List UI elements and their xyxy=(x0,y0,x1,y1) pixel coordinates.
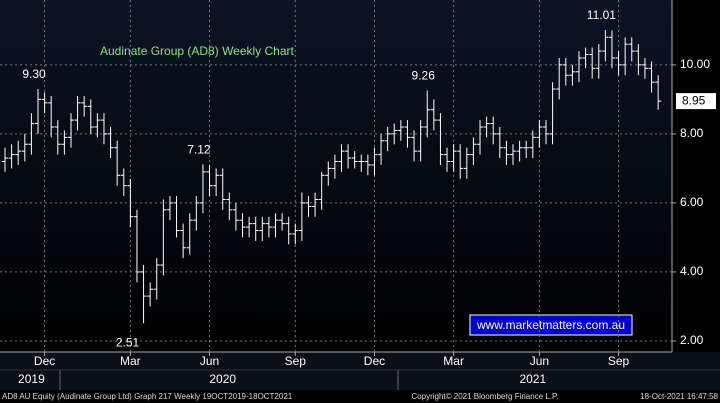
footer-center: Copyright© 2021 Bloomberg Finance L.P. xyxy=(411,392,558,401)
x-tick-label: Dec xyxy=(364,354,385,368)
footer-right: 18-Oct-2021 16:47:58 xyxy=(640,392,718,401)
y-tick-label: 6.00 xyxy=(680,195,704,209)
last-price-box xyxy=(676,93,716,110)
annotation: 2.51 xyxy=(116,336,140,350)
annotation: 9.26 xyxy=(412,69,436,83)
watermark: www.marketmatters.com.au xyxy=(476,318,625,332)
x-tick-label: Sep xyxy=(285,354,307,368)
x-axis-area xyxy=(0,352,720,390)
watermark-box xyxy=(469,314,633,336)
year-label: 2020 xyxy=(209,372,236,386)
plot-area xyxy=(0,0,672,352)
x-tick-label: Dec xyxy=(34,354,55,368)
y-axis-area xyxy=(672,0,720,352)
y-tick-label: 4.00 xyxy=(680,264,704,278)
x-tick-label: Sep xyxy=(608,354,630,368)
y-tick-label: 10.00 xyxy=(680,57,710,71)
annotation: 7.12 xyxy=(187,142,211,156)
footer-left: AD8 AU Equity (Audinate Group Ltd) Graph… xyxy=(2,392,293,401)
last-price-label: 8.95 xyxy=(682,93,706,107)
x-tick-label: Jun xyxy=(530,354,549,368)
year-label: 2021 xyxy=(519,372,546,386)
annotation: 9.30 xyxy=(22,67,46,81)
x-tick-label: Mar xyxy=(120,354,141,368)
annotation: 11.01 xyxy=(587,8,616,22)
y-tick-label: 2.00 xyxy=(680,333,704,347)
x-tick-label: Jun xyxy=(200,354,219,368)
year-label: 2019 xyxy=(18,372,45,386)
chart-title: Audinate Group (AD8) Weekly Chart xyxy=(100,44,295,58)
x-tick-label: Mar xyxy=(443,354,464,368)
y-tick-label: 8.00 xyxy=(680,126,704,140)
